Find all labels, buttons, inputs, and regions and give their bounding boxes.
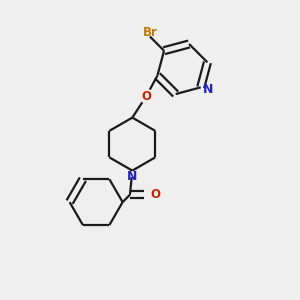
Text: Br: Br <box>143 26 158 39</box>
Text: N: N <box>127 170 137 183</box>
Text: O: O <box>141 90 151 103</box>
Text: N: N <box>203 82 214 96</box>
Text: O: O <box>150 188 160 201</box>
